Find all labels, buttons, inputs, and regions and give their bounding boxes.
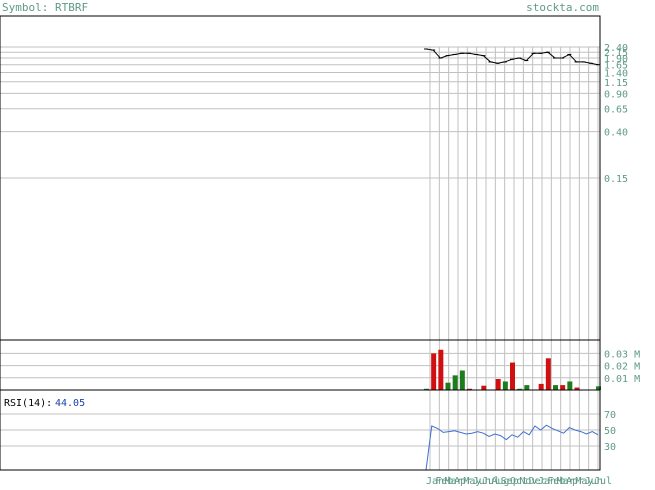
rsi-y-tick-labels: 70 50 30 (604, 410, 616, 453)
x-tick-label: Jan (426, 476, 444, 486)
volume-tick-label: 0.01 M (604, 374, 640, 385)
price-tick-label: 1.40 (604, 68, 628, 79)
rsi-tick-label: 70 (604, 410, 616, 421)
volume-panel-gridlines (0, 352, 600, 379)
volume-bar (502, 381, 508, 390)
x-tick-label: Oct (510, 476, 528, 486)
x-tick-label: Jul (482, 476, 500, 486)
x-tick-label: Dec (529, 476, 547, 486)
price-tick-label: 0.65 (604, 105, 628, 116)
price-tick-label: 2.15 (604, 48, 628, 59)
volume-tick-label: 0.03 M (604, 349, 640, 360)
x-tick-label: Jun (585, 476, 603, 486)
volume-bar (459, 370, 465, 390)
volume-bar (560, 385, 566, 390)
rsi-panel-gridlines (0, 413, 600, 447)
rsi-line (425, 424, 599, 471)
volume-y-tick-labels: 0.03 M 0.02 M0.01 M (604, 349, 640, 384)
volume-tick-label: 0.02 M (604, 362, 640, 373)
rsi-tick-label: 30 (604, 442, 616, 453)
x-tick-label: May (463, 476, 481, 486)
x-tick-label: Jan (538, 476, 556, 486)
volume-bar (438, 349, 444, 390)
x-tick-label: Jul (594, 476, 612, 486)
volume-bar (567, 381, 573, 390)
x-tick-label: Mar (445, 476, 463, 486)
x-tick-label: Sep (501, 476, 519, 486)
site-label: stockta.com (526, 1, 599, 14)
price-line (425, 48, 599, 66)
price-tick-label: 0.40 (604, 128, 628, 139)
volume-bar (538, 383, 544, 390)
volume-bars (424, 349, 601, 390)
x-tick-label: Feb (435, 476, 453, 486)
volume-bar (431, 353, 437, 390)
x-tick-label: Jun (473, 476, 491, 486)
price-panel-gridlines (0, 46, 600, 179)
x-tick-label: Apr (454, 476, 472, 486)
volume-bar (524, 385, 530, 390)
x-tick-label: May (575, 476, 593, 486)
rsi-label: RSI(14): (4, 398, 52, 409)
volume-bar (445, 382, 451, 390)
x-tick-label: Apr (566, 476, 584, 486)
x-tick-label: Nov (519, 476, 537, 486)
x-tick-label: Feb (547, 476, 565, 486)
volume-bar (553, 385, 558, 390)
volume-bar (517, 388, 523, 390)
volume-bar (510, 362, 515, 390)
price-tick-label: 1.15 (604, 78, 628, 89)
price-tick-label: 2.40 (604, 43, 628, 54)
price-tick-label: 0.90 (604, 89, 628, 100)
price-tick-label: 0.15 (604, 174, 628, 185)
volume-bar (596, 386, 601, 390)
volume-bar (452, 375, 458, 390)
price-y-tick-labels: 2.402.151.901.651.401.150.90 0.65 0.40 0.15 (604, 43, 628, 185)
volume-bar (467, 388, 472, 390)
x-axis-month-labels: JanFebMarAprMayJunJulAugSepOctNovDecJanF… (426, 476, 612, 487)
rsi-panel-frame (0, 389, 601, 471)
volume-bar (481, 385, 487, 390)
price-tick-label: 1.90 (604, 54, 628, 65)
x-tick-label: Mar (557, 476, 575, 486)
x-tick-label: Aug (491, 476, 509, 486)
rsi-tick-label: 50 (604, 426, 616, 437)
month-vertical-gridlines (429, 47, 599, 470)
rsi-value: 44.05 (55, 398, 85, 409)
symbol-label: Symbol: RTBRF (2, 1, 88, 14)
volume-bar (495, 379, 501, 390)
volume-bar (574, 387, 580, 390)
price-tick-label: 1.65 (604, 61, 628, 72)
volume-bar (424, 388, 429, 390)
price-series (424, 48, 600, 66)
volume-bar (545, 358, 551, 390)
